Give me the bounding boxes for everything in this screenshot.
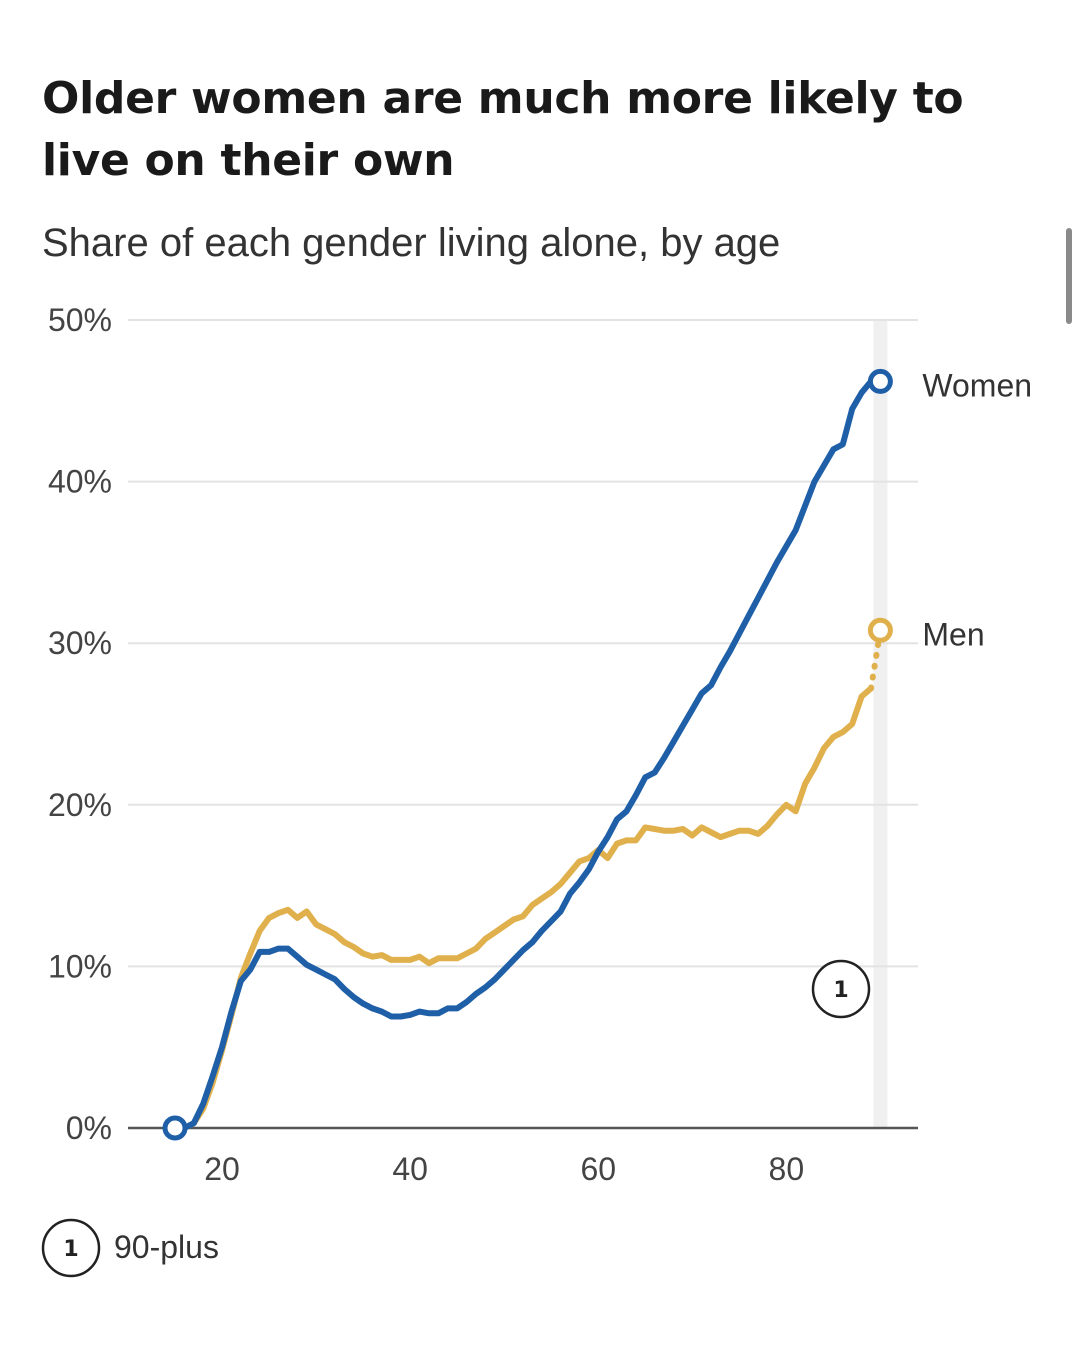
y-tick-label: 50% [48,302,112,338]
x-tick-label: 20 [204,1151,240,1187]
y-tick-label: 40% [48,464,112,500]
x-axis-labels: 20 40 60 80 [204,1151,804,1187]
dotted-connector-men [867,627,884,692]
series-label-women: Women [922,367,1032,403]
note-marker-number: 1 [833,978,848,1003]
end-marker-women [867,368,893,394]
series-line-men [172,685,874,1131]
end-marker-men [867,617,893,643]
ninety-plus-band [873,320,888,1128]
y-axis-labels: 0% 10% 20% 30% 40% 50% [48,302,112,1146]
gridlines [128,319,918,1130]
series-label-men: Men [922,616,984,652]
y-tick-label: 30% [48,625,112,661]
chart-title: Older women are much more likely to live… [42,73,964,186]
note-marker-circle [811,959,871,1019]
annotations: Women Men 1 1 90-plus [41,367,1032,1278]
series-lines [172,378,874,1131]
series-line-women [172,378,874,1131]
footnote-marker-circle [41,1218,101,1278]
start-marker [162,1115,188,1141]
y-tick-label: 0% [66,1110,112,1146]
y-tick-label: 20% [48,787,112,823]
footnote-text: 90-plus [114,1229,219,1265]
footnote-marker-number: 1 [63,1237,78,1262]
x-tick-label: 80 [769,1151,805,1187]
x-tick-label: 40 [392,1151,428,1187]
scrollbar-thumb[interactable] [1066,228,1072,324]
y-tick-label: 10% [48,948,112,984]
x-tick-label: 60 [580,1151,616,1187]
chart-subtitle: Share of each gender living alone, by ag… [42,221,781,265]
